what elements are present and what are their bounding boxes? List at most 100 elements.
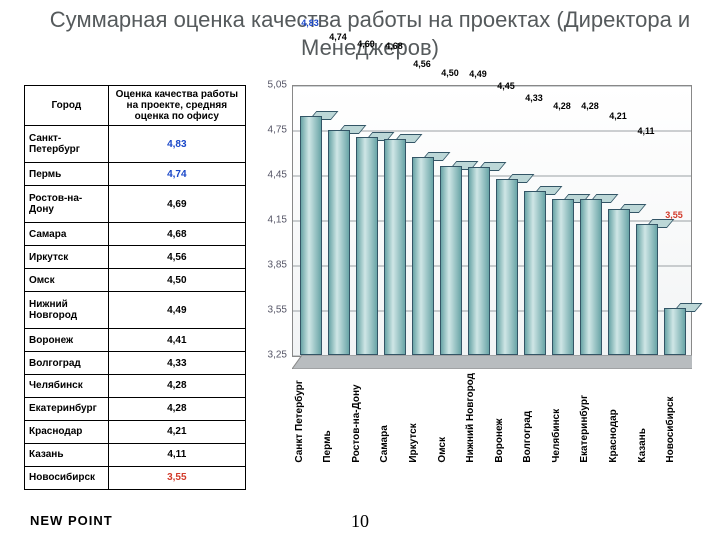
table-cell-value: 4,83	[108, 126, 245, 163]
table-cell-city: Пермь	[25, 163, 109, 186]
x-tick-label: Краснодар	[608, 373, 633, 463]
table-cell-city: Краснодар	[25, 420, 109, 443]
x-tick-label: Иркутск	[408, 373, 433, 463]
bar-value-label: 3,55	[665, 210, 683, 308]
y-tick-label: 5,05	[268, 80, 287, 91]
x-tick-label: Санкт Петербург	[294, 373, 319, 463]
x-tick-label: Пермь	[322, 373, 347, 463]
y-tick-label: 3,55	[268, 305, 287, 316]
bar: 3,55	[662, 310, 687, 355]
bar: 4,83	[298, 118, 323, 355]
bar-value-label: 4,45	[497, 81, 515, 179]
table-row: Воронеж4,41	[25, 329, 246, 352]
table-cell-city: Волгоград	[25, 352, 109, 375]
table-row: Казань4,11	[25, 443, 246, 466]
table-row: Нижний Новгород4,49	[25, 292, 246, 329]
bar: 4,56	[410, 159, 435, 356]
table-cell-value: 4,69	[108, 186, 245, 223]
table-cell-value: 4,11	[108, 443, 245, 466]
y-axis-labels: 3,253,553,854,154,454,755,05	[256, 85, 290, 355]
x-tick-label: Воронеж	[494, 373, 519, 463]
table-cell-value: 4,49	[108, 292, 245, 329]
table-cell-city: Новосибирск	[25, 466, 109, 489]
bar: 4,45	[494, 181, 519, 355]
x-tick-label: Волгоград	[522, 373, 547, 463]
x-tick-label: Казань	[637, 373, 662, 463]
y-tick-label: 4,75	[268, 125, 287, 136]
table-row: Самара4,68	[25, 223, 246, 246]
table-cell-city: Омск	[25, 269, 109, 292]
table-row: Пермь4,74	[25, 163, 246, 186]
x-tick-label: Самара	[379, 373, 404, 463]
table-cell-value: 4,74	[108, 163, 245, 186]
table-row: Челябинск4,28	[25, 375, 246, 398]
bar: 4,11	[634, 226, 659, 355]
table-cell-value: 4,50	[108, 269, 245, 292]
bar: 4,28	[550, 201, 575, 356]
table-cell-city: Челябинск	[25, 375, 109, 398]
table-cell-value: 4,56	[108, 246, 245, 269]
y-tick-label: 3,25	[268, 350, 287, 361]
y-tick-label: 4,45	[268, 170, 287, 181]
table-cell-value: 4,28	[108, 375, 245, 398]
table-cell-city: Екатеринбург	[25, 397, 109, 420]
bar: 4,69	[354, 139, 379, 355]
table-cell-city: Ростов-на-Дону	[25, 186, 109, 223]
bar-value-label: 4,74	[329, 32, 347, 130]
table-cell-value: 4,28	[108, 397, 245, 420]
x-axis-labels: Санкт ПетербургПермьРостов-на-ДонуСамара…	[292, 373, 692, 463]
content-area: Город Оценка качества работы на проекте,…	[24, 85, 696, 490]
bar-value-label: 4,50	[441, 68, 459, 166]
page-number: 10	[0, 511, 720, 532]
bar: 4,74	[326, 132, 351, 356]
bar-value-label: 4,11	[637, 126, 654, 224]
table-cell-city: Иркутск	[25, 246, 109, 269]
table-row: Екатеринбург4,28	[25, 397, 246, 420]
bar: 4,49	[466, 169, 491, 355]
table-row: Ростов-на-Дону4,69	[25, 186, 246, 223]
table-row: Новосибирск3,55	[25, 466, 246, 489]
bar: 4,33	[522, 193, 547, 355]
table-cell-city: Санкт-Петербург	[25, 126, 109, 163]
table-cell-city: Нижний Новгород	[25, 292, 109, 329]
data-table: Город Оценка качества работы на проекте,…	[24, 85, 246, 490]
y-tick-label: 3,85	[268, 260, 287, 271]
slide: Суммарная оценка качества работы на прое…	[0, 0, 720, 540]
y-tick-label: 4,15	[268, 215, 287, 226]
bar-value-label: 4,56	[413, 59, 431, 157]
table-row: Краснодар4,21	[25, 420, 246, 443]
bar-value-label: 4,28	[553, 101, 571, 199]
table-header-value: Оценка качества работы на проекте, средн…	[108, 86, 245, 126]
table-cell-value: 4,41	[108, 329, 245, 352]
table-row: Волгоград4,33	[25, 352, 246, 375]
table-cell-value: 4,68	[108, 223, 245, 246]
x-tick-label: Нижний Новгород	[465, 373, 490, 463]
table-cell-value: 4,33	[108, 352, 245, 375]
bar: 4,68	[382, 141, 407, 356]
table-row: Омск4,50	[25, 269, 246, 292]
bar-value-label: 4,68	[385, 41, 403, 139]
bar: 4,28	[578, 201, 603, 356]
x-tick-label: Екатеринбург	[579, 373, 604, 463]
x-tick-label: Омск	[437, 373, 462, 463]
table-cell-value: 4,21	[108, 420, 245, 443]
table-cell-value: 3,55	[108, 466, 245, 489]
bar: 4,21	[606, 211, 631, 355]
bar-value-label: 4,69	[357, 39, 375, 137]
bar: 4,50	[438, 168, 463, 356]
bar-value-label: 4,21	[609, 111, 627, 209]
table-cell-city: Самара	[25, 223, 109, 246]
bar-value-label: 4,49	[469, 69, 487, 167]
table-row: Иркутск4,56	[25, 246, 246, 269]
bar-value-label: 4,28	[581, 101, 599, 199]
x-tick-label: Челябинск	[551, 373, 576, 463]
x-tick-label: Ростов-на-Дону	[351, 373, 376, 463]
table-cell-city: Казань	[25, 443, 109, 466]
table-header-city: Город	[25, 86, 109, 126]
bar-value-label: 4,33	[525, 93, 543, 191]
chart-floor	[292, 355, 692, 369]
bar-chart: 3,253,553,854,154,454,755,05 4,834,744,6…	[256, 85, 696, 490]
bar-value-label: 4,83	[301, 18, 319, 116]
bars-container: 4,834,744,694,684,564,504,494,454,334,28…	[292, 85, 692, 355]
table-row: Санкт-Петербург4,83	[25, 126, 246, 163]
